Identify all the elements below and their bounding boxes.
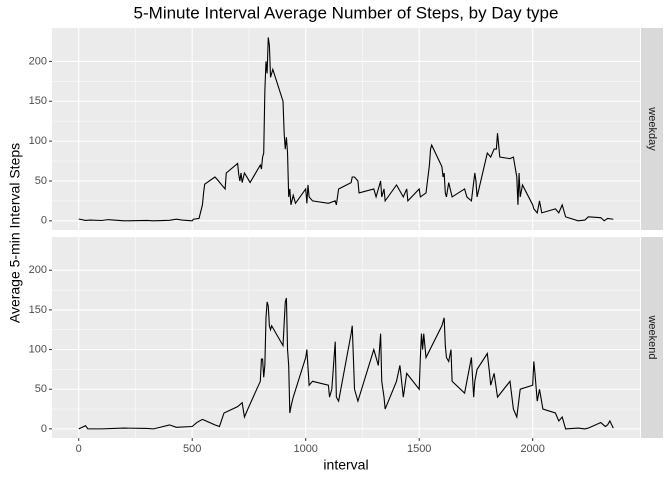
y-tick-label: 0 — [41, 423, 47, 435]
y-axis-title: Average 5-min Interval Steps — [7, 143, 23, 323]
data-line — [78, 297, 614, 430]
y-tick-label: 150 — [29, 95, 47, 107]
x-tick-label: 0 — [76, 443, 82, 455]
y-tick-label: 0 — [41, 215, 47, 227]
x-tick-label: 1000 — [293, 443, 317, 455]
y-tick-label: 200 — [29, 264, 47, 276]
panel-background — [52, 28, 640, 230]
y-tick-label: 150 — [29, 304, 47, 316]
panel-background — [52, 237, 640, 438]
chart-title: 5-Minute Interval Average Number of Step… — [134, 3, 559, 22]
y-tick-label: 200 — [29, 55, 47, 67]
x-axis-title: interval — [323, 457, 368, 473]
data-line — [78, 37, 614, 222]
x-tick-label: 500 — [183, 443, 201, 455]
strip-background — [641, 28, 663, 230]
x-tick-label: 2000 — [520, 443, 544, 455]
y-tick-label: 100 — [29, 135, 47, 147]
y-tick-label: 100 — [29, 343, 47, 355]
y-tick-label: 50 — [35, 175, 47, 187]
x-tick-label: 1500 — [407, 443, 431, 455]
strip-background — [641, 237, 663, 438]
strip-label: weekend — [646, 314, 658, 359]
y-tick-label: 50 — [35, 383, 47, 395]
strip-label: weekday — [646, 106, 658, 151]
